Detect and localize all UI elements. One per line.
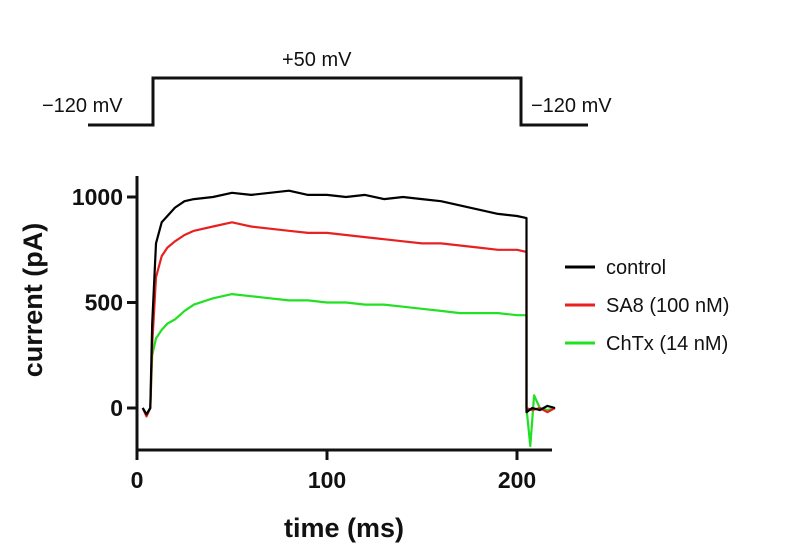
series-line-1 xyxy=(141,189,556,416)
step-label: +50 mV xyxy=(282,49,352,71)
legend-label: SA8 (100 nM) xyxy=(606,295,729,317)
holding-label-left: −120 mV xyxy=(42,95,123,117)
y-tick-label: 500 xyxy=(85,290,123,316)
x-tick-label: 100 xyxy=(308,467,346,493)
x-axis-title: time (ms) xyxy=(284,513,404,543)
plot-area: 0 500 1000 0 100 200 xyxy=(72,176,556,493)
x-ticks: 0 100 200 xyxy=(131,450,536,493)
legend: control SA8 (100 nM) ChTx (14 nM) xyxy=(565,257,729,355)
y-tick-label: 0 xyxy=(110,395,123,421)
legend-label: ChTx (14 nM) xyxy=(606,333,728,355)
voltage-step-trace xyxy=(88,76,588,127)
series-group xyxy=(141,189,556,448)
x-tick-label: 200 xyxy=(498,467,536,493)
y-tick-label: 1000 xyxy=(72,184,123,210)
x-tick-label: 0 xyxy=(131,467,144,493)
series-line-2 xyxy=(141,221,556,418)
legend-label: control xyxy=(606,257,666,279)
voltage-protocol: −120 mV +50 mV −120 mV xyxy=(42,49,612,127)
holding-label-right: −120 mV xyxy=(531,95,612,117)
series-line-3 xyxy=(141,293,556,448)
y-ticks: 0 500 1000 xyxy=(72,184,137,421)
y-axis-title: current (pA) xyxy=(18,223,48,378)
